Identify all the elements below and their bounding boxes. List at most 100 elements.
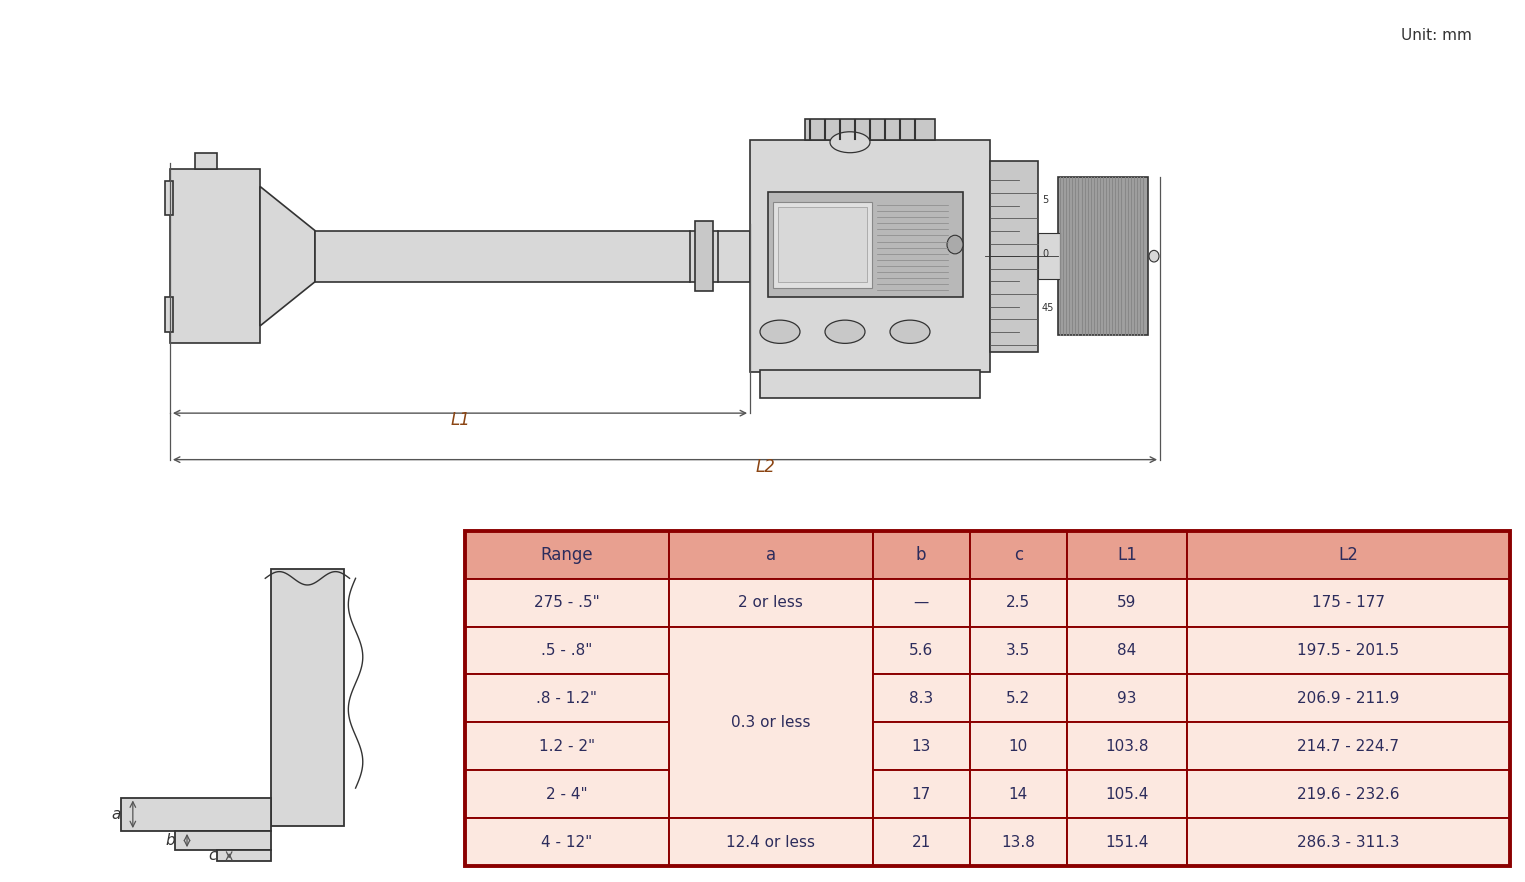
Bar [1068,722,1186,770]
Bar [169,169,259,343]
Bar [872,626,970,675]
Text: 13.8: 13.8 [1002,834,1035,849]
Text: 84: 84 [1118,643,1136,658]
Bar [217,850,271,862]
Text: 206.9 - 211.9: 206.9 - 211.9 [1298,691,1400,706]
Bar [990,161,1039,352]
Text: 2.5: 2.5 [1006,595,1031,610]
Bar [872,770,970,818]
Text: 0.3 or less: 0.3 or less [730,714,810,730]
Ellipse shape [830,131,869,153]
Bar [465,770,669,818]
Text: 12.4 or less: 12.4 or less [726,834,816,849]
Text: 59: 59 [1118,595,1136,610]
Bar [1068,818,1186,866]
Text: L2: L2 [755,458,775,476]
Text: 151.4: 151.4 [1106,834,1148,849]
Text: 5: 5 [1042,196,1048,206]
Text: Unit: mm: Unit: mm [1401,28,1472,43]
Bar [1186,722,1510,770]
Text: 197.5 - 201.5: 197.5 - 201.5 [1298,643,1400,658]
Bar [465,579,669,626]
Bar [271,569,343,826]
Text: 17: 17 [912,787,930,802]
Text: 0: 0 [1042,249,1048,258]
Bar [1186,626,1510,675]
Bar [1186,675,1510,722]
Bar [465,722,669,770]
Bar [120,797,271,831]
Text: 45: 45 [1042,303,1054,313]
Bar [773,202,872,288]
Bar [195,153,217,169]
Text: 103.8: 103.8 [1106,739,1148,754]
Bar [1186,531,1510,579]
Text: 5.2: 5.2 [1006,691,1031,706]
Text: 214.7 - 224.7: 214.7 - 224.7 [1298,739,1400,754]
Bar [778,207,868,281]
Text: 105.4: 105.4 [1106,787,1148,802]
Text: a: a [766,546,776,564]
Text: 175 - 177: 175 - 177 [1312,595,1385,610]
Text: .5 - .8": .5 - .8" [541,643,593,658]
Text: 1.2 - 2": 1.2 - 2" [538,739,595,754]
Circle shape [947,235,962,254]
Text: 3.5: 3.5 [1006,643,1031,658]
Bar [872,818,970,866]
Text: c: c [1014,546,1023,564]
Text: 13: 13 [912,739,930,754]
Bar [1186,818,1510,866]
Bar [750,140,990,372]
Bar [695,221,714,291]
Bar [970,579,1068,626]
Text: b: b [165,833,175,848]
Text: L1: L1 [450,411,470,430]
Bar [1068,579,1186,626]
Text: 8.3: 8.3 [909,691,933,706]
Bar [465,675,669,722]
Bar [872,579,970,626]
Bar [669,626,872,818]
Circle shape [1148,250,1159,262]
Text: —: — [913,595,929,610]
Bar [316,230,750,281]
Bar [805,119,935,140]
Bar [970,675,1068,722]
Ellipse shape [759,320,801,343]
Text: 286.3 - 311.3: 286.3 - 311.3 [1298,834,1400,849]
Bar [872,675,970,722]
Bar [465,626,669,675]
Ellipse shape [825,320,865,343]
Text: b: b [917,546,926,564]
Bar [769,192,962,297]
Bar [1186,770,1510,818]
Text: 219.6 - 232.6: 219.6 - 232.6 [1298,787,1400,802]
Text: 10: 10 [1008,739,1028,754]
Bar [872,722,970,770]
Text: 93: 93 [1118,691,1136,706]
Bar [669,531,872,579]
Bar [465,531,669,579]
Ellipse shape [891,320,930,343]
Bar [1186,579,1510,626]
Bar [872,531,970,579]
Text: 2 or less: 2 or less [738,595,804,610]
Bar [970,770,1068,818]
Bar [175,831,271,850]
Text: 275 - .5": 275 - .5" [534,595,599,610]
Bar [165,297,172,332]
Bar [1068,626,1186,675]
Polygon shape [259,186,316,326]
Bar [465,818,669,866]
Bar [970,722,1068,770]
Bar [970,531,1068,579]
Text: 2 - 4": 2 - 4" [546,787,587,802]
Bar [669,818,872,866]
Text: .8 - 1.2": .8 - 1.2" [537,691,598,706]
Bar [1068,770,1186,818]
Text: L1: L1 [1116,546,1136,564]
Text: 14: 14 [1008,787,1028,802]
Bar [1039,233,1060,280]
Bar [669,579,872,626]
Bar [1068,675,1186,722]
